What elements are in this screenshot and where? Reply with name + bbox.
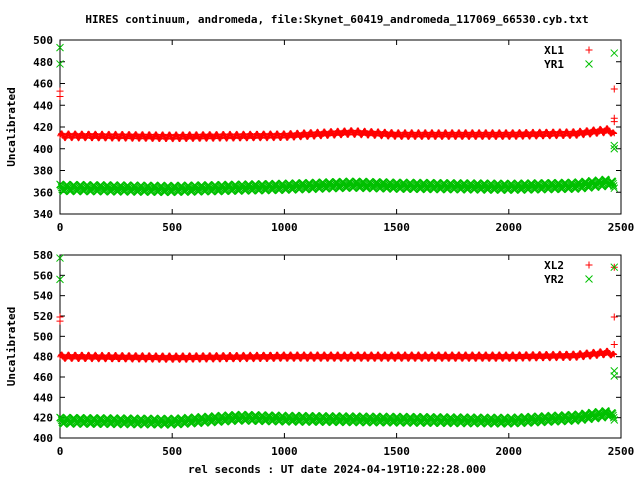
y-tick-label: 560 [33,269,53,282]
outlier-point [56,254,64,262]
outlier-point [56,93,64,101]
legend-label: XL1 [544,44,564,57]
outlier-point [610,49,619,57]
x-tick-label: 2000 [496,445,523,458]
legend-marker [585,275,593,283]
x-tick-label: 500 [162,445,182,458]
y-tick-label: 460 [33,78,53,91]
y-tick-label: 520 [33,310,53,323]
x-tick-label: 500 [162,221,182,234]
x-tick-label: 1000 [271,445,298,458]
outlier-point [56,60,64,68]
x-tick-label: 2500 [608,445,635,458]
outlier-point [610,340,618,348]
x-tick-label: 0 [57,445,64,458]
y-tick-label: 500 [33,34,53,47]
y-tick-label: 420 [33,412,53,425]
bottom-panel: 400 420 440 460 480 500 520 540 560 580 0 500 1000 15… [5,249,634,458]
y-tick-label: 480 [33,56,53,69]
outlier-point [56,275,64,284]
x-tick-label: 2000 [496,221,523,234]
outlier-point [610,118,618,126]
series-xl1 [56,85,618,143]
plot-frame [59,254,622,439]
x-tick-label: 2500 [608,221,635,234]
legend-marker [585,60,593,68]
x-tick-label: 1000 [271,221,298,234]
legend-label: YR1 [544,58,564,71]
series-points [57,125,618,143]
series-xl2 [56,263,618,363]
outlier-point [610,85,618,93]
x-tick-label: 0 [57,221,64,234]
outlier-point [610,372,619,380]
y-tick-label: 440 [33,391,53,404]
legend-marker [585,261,593,269]
outlier-point [610,313,618,321]
legend-label: YR2 [544,273,564,286]
outlier-point [56,43,64,52]
top-panel: 340 360 380 400 420 440 460 480 500 0 500 1000 1500 2… [5,34,634,234]
y-tick-label: 400 [33,143,53,156]
y-tick-label: 420 [33,121,53,134]
y-tick-label: 500 [33,330,53,343]
outlier-point [610,263,619,272]
y-tick-label: 580 [33,249,53,262]
y-tick-label: 400 [33,432,53,445]
y-tick-label: 440 [33,99,53,112]
x-tick-label: 1500 [383,221,410,234]
x-axis-label: rel seconds : UT date 2024-04-19T10:22:2… [188,463,486,476]
y-tick-label: 360 [33,186,53,199]
y-tick-label: 480 [33,351,53,364]
x-tick-label: 1500 [383,445,410,458]
series-yr2 [56,254,619,429]
series-points [56,407,619,429]
y-tick-label: 380 [33,165,53,178]
chart-title: HIRES continuum, andromeda, file:Skynet_… [85,13,588,26]
y-tick-label: 340 [33,208,53,221]
y-tick-label: 540 [33,290,53,303]
series-yr1 [56,43,619,197]
series-points [56,175,619,197]
outlier-point [610,144,619,153]
legend-label: XL2 [544,259,564,272]
y-tick-label: 460 [33,371,53,384]
outlier-point [610,141,619,150]
series-points [57,347,618,363]
legend-marker [585,46,593,54]
y-axis-label: Uncalibrated [5,307,18,386]
y-axis-label: Uncalibrated [5,87,18,166]
outlier-point [56,317,64,325]
